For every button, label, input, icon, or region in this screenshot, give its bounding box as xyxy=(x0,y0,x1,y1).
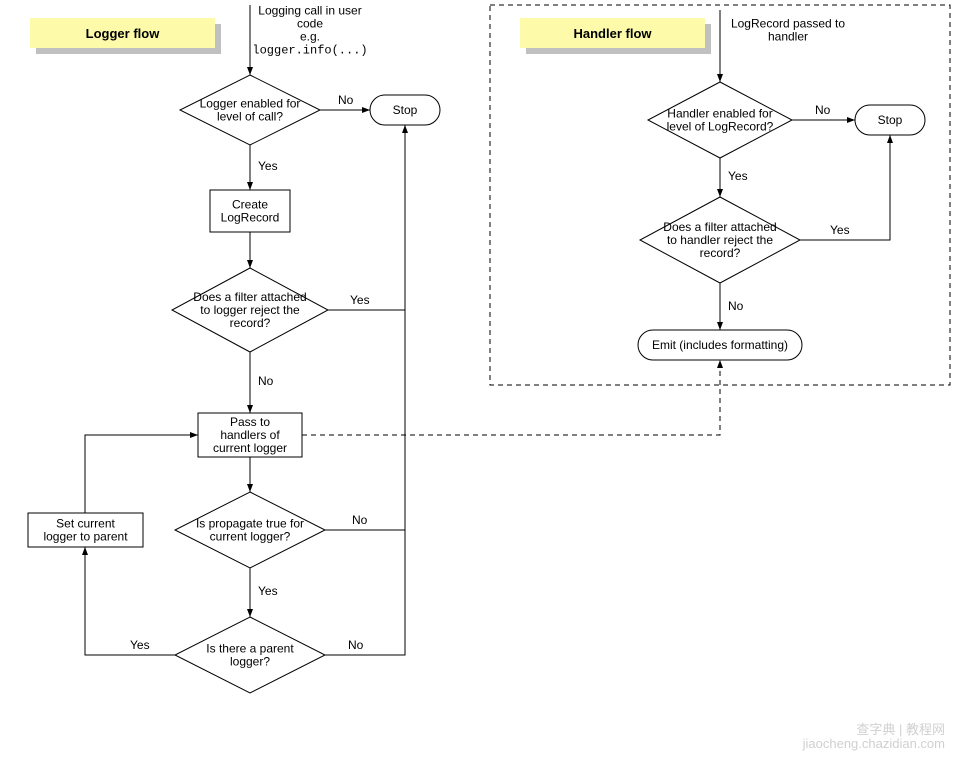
edge-17-label: No xyxy=(728,299,744,313)
decision-d3-label: Is propagate true forcurrent logger? xyxy=(196,517,304,544)
terminal-stop1-label: Stop xyxy=(393,103,418,117)
handler-title-label: Handler flow xyxy=(573,26,652,41)
edge-4-label: Yes xyxy=(350,293,370,307)
edge-15-label: Yes xyxy=(728,169,748,183)
edge-16-label: Yes xyxy=(830,223,850,237)
edge-8-label: Yes xyxy=(258,584,278,598)
terminal-hstop-label: Stop xyxy=(878,113,903,127)
watermark-line1: 查字典 | 教程网 xyxy=(856,722,945,737)
watermark-line2: jiaocheng.chazidian.com xyxy=(802,736,945,751)
edge-5-label: No xyxy=(258,374,274,388)
edge-2-label: Yes xyxy=(258,159,278,173)
logger-title-label: Logger flow xyxy=(86,26,161,41)
edge-9-label: No xyxy=(348,638,364,652)
edge-14-label: No xyxy=(815,103,831,117)
edge-1-label: No xyxy=(338,93,354,107)
decision-hd1-label: Handler enabled forlevel of LogRecord? xyxy=(667,107,774,134)
annotation-start_text-code: logger.info(...) xyxy=(252,44,367,58)
flowchart-canvas: Logger flowHandler flowLogging call in u… xyxy=(0,0,955,758)
edge-10-label: Yes xyxy=(130,638,150,652)
terminal-hemit-label: Emit (includes formatting) xyxy=(652,338,788,352)
edge-7-label: No xyxy=(352,513,368,527)
